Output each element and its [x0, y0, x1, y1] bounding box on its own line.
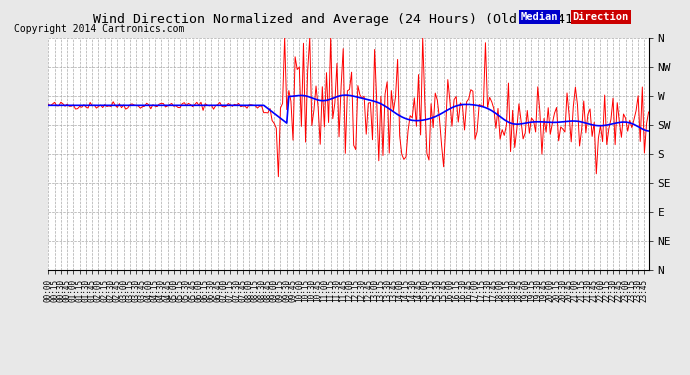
Text: Copyright 2014 Cartronics.com: Copyright 2014 Cartronics.com — [14, 24, 184, 34]
Text: Median: Median — [521, 12, 558, 22]
Text: Wind Direction Normalized and Average (24 Hours) (Old) 20141115: Wind Direction Normalized and Average (2… — [93, 13, 597, 26]
Text: Direction: Direction — [573, 12, 629, 22]
